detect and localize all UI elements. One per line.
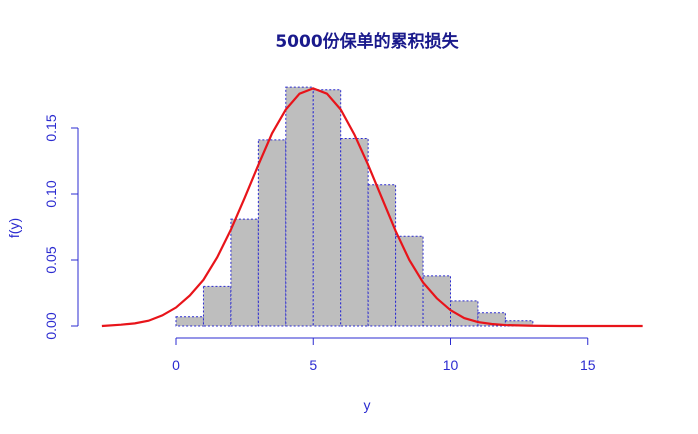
histogram-bar — [175, 316, 204, 327]
histogram-bar — [230, 218, 259, 327]
histogram-bar — [312, 89, 342, 327]
y-tick-label: 0.05 — [43, 246, 59, 273]
x-tick-label: 5 — [309, 357, 317, 373]
histogram-bar — [422, 275, 451, 327]
y-tick-label: 0.00 — [43, 312, 59, 339]
y-tick-label: 0.15 — [43, 114, 59, 141]
histogram-bar — [340, 138, 369, 327]
histogram-bar — [285, 86, 314, 327]
x-tick-label: 10 — [443, 357, 459, 373]
histogram-bar — [395, 235, 424, 327]
chart-title: 5000份保单的累积损失 — [275, 31, 459, 52]
y-axis: 0.00 0.05 0.10 0.15 — [43, 114, 79, 340]
histogram-bar — [202, 285, 232, 327]
y-axis-label: f(y) — [6, 218, 22, 238]
x-axis: 0 5 10 15 — [172, 337, 596, 373]
density-curve — [101, 87, 643, 328]
histogram-bar — [504, 320, 534, 327]
histogram-bar — [367, 184, 397, 327]
histogram-bar — [257, 139, 287, 327]
x-tick-label: 0 — [172, 357, 180, 373]
histogram-bars — [175, 86, 534, 327]
x-tick-label: 15 — [580, 357, 596, 373]
x-axis-label: y — [364, 397, 371, 413]
y-tick-label: 0.10 — [43, 180, 59, 207]
